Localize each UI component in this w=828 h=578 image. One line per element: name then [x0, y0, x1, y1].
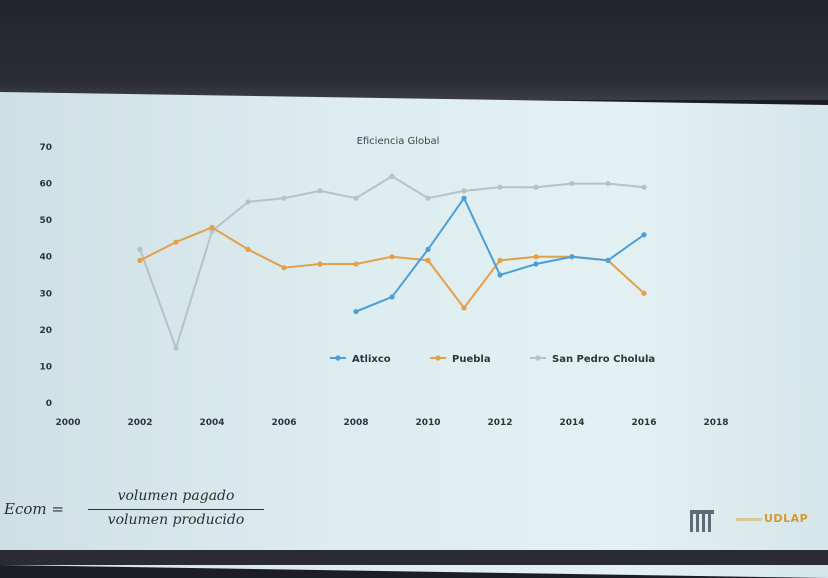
series-line-atlixco	[355, 197, 645, 313]
data-point	[209, 224, 215, 231]
data-point	[641, 290, 647, 296]
x-tick-label: 2006	[271, 418, 296, 428]
data-point	[281, 195, 287, 201]
legend-marker	[435, 355, 441, 361]
y-tick-label: 20	[39, 326, 52, 336]
background-top	[0, 0, 828, 100]
x-tick-label: 2014	[559, 418, 584, 428]
data-point	[353, 195, 359, 201]
y-tick-label: 30	[39, 289, 52, 299]
formula: Ecom = volumen pagado volumen producido	[0, 488, 300, 533]
legend-marker	[535, 355, 541, 361]
data-point	[533, 254, 539, 260]
formula-fraction: volumen pagado volumen producido	[88, 488, 264, 532]
x-tick-label: 2002	[127, 418, 152, 428]
x-tick-label: 2008	[343, 418, 368, 428]
legend-marker	[335, 355, 341, 361]
data-point	[641, 232, 647, 238]
x-tick-label: 2016	[631, 418, 656, 428]
data-point	[497, 184, 503, 190]
legend-label: Puebla	[452, 354, 491, 365]
data-point	[245, 199, 251, 205]
formula-numerator: volumen pagado	[117, 488, 235, 504]
line-chart: Eficiencia Global 0 10 20 30 40 50 60 70 2000 2002…	[39, 136, 728, 428]
data-point	[389, 294, 395, 300]
data-point	[317, 261, 323, 267]
formula-denominator: volumen producido	[107, 512, 245, 528]
series-line-san-pedro-cholula	[139, 175, 645, 350]
data-point	[209, 228, 215, 234]
data-point	[497, 257, 503, 263]
formula-lhs: Ecom =	[4, 500, 64, 518]
data-point	[389, 254, 395, 260]
udlap-logo: UDLAP	[764, 512, 809, 525]
data-point	[173, 345, 179, 351]
y-tick-label: 50	[39, 216, 52, 226]
fraction-bar	[88, 509, 264, 510]
data-point	[281, 265, 287, 271]
udlap-mark-icon	[736, 518, 762, 521]
data-point	[461, 305, 467, 311]
legend-label: San Pedro Cholula	[552, 354, 655, 365]
data-point	[461, 195, 467, 201]
chart-title: Eficiencia Global	[357, 136, 440, 147]
x-tick-label: 2018	[703, 418, 728, 428]
data-point	[569, 180, 575, 187]
data-point	[425, 195, 431, 201]
y-tick-label: 40	[39, 253, 52, 263]
data-point	[317, 188, 323, 194]
y-tick-label: 70	[39, 143, 52, 153]
y-tick-label: 60	[39, 180, 52, 190]
data-point	[353, 308, 359, 315]
data-point	[605, 180, 611, 187]
data-point	[173, 239, 179, 245]
data-point	[569, 254, 575, 260]
logos: UDLAP	[690, 508, 810, 538]
data-point	[353, 261, 359, 267]
data-point	[389, 173, 395, 179]
data-point	[497, 272, 503, 278]
data-point	[425, 246, 431, 252]
y-tick-label: 10	[39, 362, 52, 372]
x-tick-label: 2012	[487, 418, 512, 428]
data-point	[461, 188, 467, 194]
x-tick-label: 2000	[55, 418, 80, 428]
data-point	[533, 184, 539, 190]
data-point	[425, 257, 431, 263]
data-point	[137, 257, 143, 263]
legend-label: Atlixco	[352, 354, 391, 365]
data-point	[641, 184, 647, 190]
x-tick-label: 2004	[199, 418, 224, 428]
y-tick-label: 0	[46, 399, 52, 409]
x-tick-label: 2010	[415, 418, 440, 428]
data-point	[605, 257, 611, 263]
data-point	[245, 246, 251, 252]
unesco-logo-icon	[690, 510, 714, 532]
data-point	[533, 261, 539, 267]
data-point	[137, 246, 143, 252]
background-bottom	[0, 550, 828, 565]
